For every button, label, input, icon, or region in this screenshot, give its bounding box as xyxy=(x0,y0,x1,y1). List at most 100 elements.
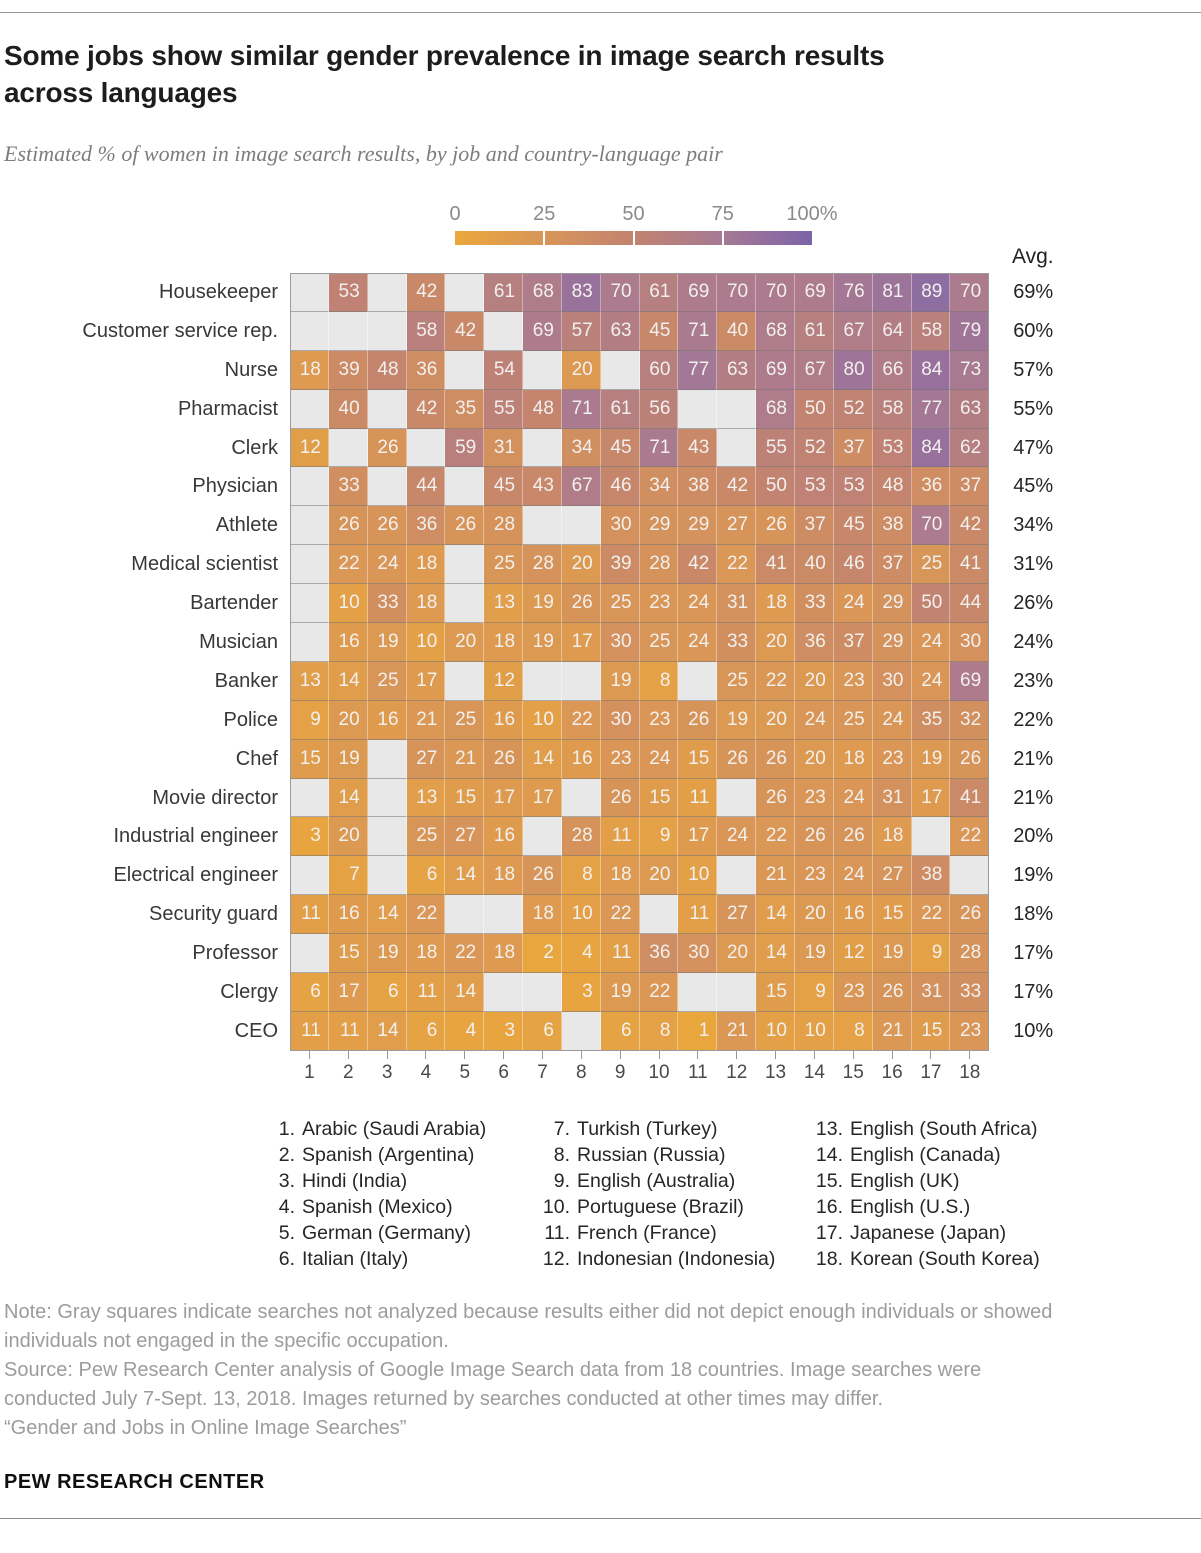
row-average: 20% xyxy=(1013,825,1054,848)
heatmap-cell: 25 xyxy=(717,661,757,701)
row-average: 26% xyxy=(1013,592,1054,615)
legend-item-label: Indonesian (Indonesia) xyxy=(577,1247,776,1270)
chart-title-line1: Some jobs show similar gender prevalence… xyxy=(4,40,885,71)
heatmap-cell-not-analyzed xyxy=(367,389,407,429)
column-key-legend: 1. Arabic (Saudi Arabia) 2. Spanish (Argent… xyxy=(277,1116,1201,1272)
heatmap-cell: 45 xyxy=(484,467,524,507)
legend-item-label: Arabic (Saudi Arabia) xyxy=(302,1117,487,1140)
legend-item-number: 14. xyxy=(815,1143,843,1166)
heatmap-cell: 61 xyxy=(639,273,679,312)
x-axis-label: 15 xyxy=(842,1061,864,1083)
x-tick-line xyxy=(891,1050,893,1059)
heatmap-cell: 12 xyxy=(484,661,524,701)
heatmap-cell: 26 xyxy=(600,778,640,818)
heatmap-cell: 7 xyxy=(328,856,368,896)
row-average: 17% xyxy=(1013,942,1054,965)
row-average: 22% xyxy=(1013,708,1054,731)
heatmap-cell-not-analyzed xyxy=(717,389,757,429)
heatmap-cell: 6 xyxy=(406,856,446,896)
heatmap-cell: 69 xyxy=(794,273,834,312)
heatmap-cell: 25 xyxy=(484,545,524,585)
legend-item-label: Japanese (Japan) xyxy=(850,1221,1007,1244)
row-average: 17% xyxy=(1013,981,1054,1004)
row-label: Banker xyxy=(214,669,278,692)
x-tick-line xyxy=(464,1050,466,1059)
color-scale-divider xyxy=(721,231,724,245)
heatmap-cell-not-analyzed xyxy=(484,895,524,935)
heatmap-cell: 25 xyxy=(911,545,951,585)
row-label: Movie director xyxy=(152,786,278,809)
heatmap-cell: 9 xyxy=(290,700,329,740)
heatmap-cell-not-analyzed xyxy=(523,661,562,701)
heatmap-cell: 55 xyxy=(756,428,795,468)
heatmap-cell-not-analyzed xyxy=(523,506,562,546)
heatmap-cell-not-analyzed xyxy=(328,311,368,351)
heatmap-cell: 22 xyxy=(717,545,757,585)
heatmap-cell: 23 xyxy=(950,1011,990,1051)
heatmap-cell: 44 xyxy=(950,584,990,624)
heatmap-row: Banker 13 14 25 17 12 19 8 25 22 20 23 30 24 69 23% xyxy=(0,661,1201,701)
heatmap-cell: 19 xyxy=(367,934,407,974)
heatmap-cell: 50 xyxy=(756,467,795,507)
heatmap-cell: 26 xyxy=(328,506,368,546)
heatmap-cell-not-analyzed xyxy=(523,817,562,857)
footer-notes: Note: Gray squares indicate searches not… xyxy=(4,1298,1201,1443)
row-label: Nurse xyxy=(224,358,278,381)
heatmap-cell: 6 xyxy=(290,973,329,1012)
row-label: Physician xyxy=(192,475,278,498)
heatmap-cell: 15 xyxy=(445,778,485,818)
heatmap-cell: 69 xyxy=(523,311,562,351)
heatmap-row: Bartender 10 33 18 13 19 26 25 23 24 31 18 33 24 29 50 4… xyxy=(0,584,1201,624)
heatmap-cell: 36 xyxy=(639,934,679,974)
x-tick-line xyxy=(347,1050,349,1059)
heatmap-cell: 70 xyxy=(600,273,640,312)
heatmap-cell: 8 xyxy=(639,661,679,701)
heatmap-cell: 23 xyxy=(794,778,834,818)
heatmap-cell: 64 xyxy=(872,311,912,351)
heatmap-cell: 43 xyxy=(678,428,718,468)
heatmap-cell: 45 xyxy=(639,311,679,351)
heatmap-cell: 31 xyxy=(911,973,951,1012)
heatmap-cell: 11 xyxy=(678,778,718,818)
heatmap-cell-not-analyzed xyxy=(367,467,407,507)
heatmap-cell: 25 xyxy=(406,817,446,857)
legend-item-number: 15. xyxy=(815,1169,843,1192)
heatmap-cell: 29 xyxy=(872,584,912,624)
heatmap-cell: 42 xyxy=(678,545,718,585)
heatmap-cell-not-analyzed xyxy=(290,311,329,351)
heatmap-cell: 23 xyxy=(833,973,873,1012)
row-label: Electrical engineer xyxy=(113,864,278,887)
legend-item: 1. Arabic (Saudi Arabia) xyxy=(277,1116,537,1142)
heatmap-cell: 24 xyxy=(678,584,718,624)
heatmap-cell: 71 xyxy=(678,311,718,351)
heatmap-cell-not-analyzed xyxy=(445,661,485,701)
heatmap-cell: 45 xyxy=(600,428,640,468)
heatmap-cell: 26 xyxy=(561,584,601,624)
heatmap-cell: 36 xyxy=(406,350,446,390)
x-tick-mark xyxy=(445,1050,484,1060)
heatmap-cell: 22 xyxy=(445,934,485,974)
heatmap-cell: 13 xyxy=(484,584,524,624)
legend-item-label: Italian (Italy) xyxy=(302,1247,409,1270)
x-tick-line xyxy=(658,1050,660,1059)
legend-item-number: 10. xyxy=(542,1195,570,1218)
legend-item-number: 8. xyxy=(553,1143,570,1166)
heatmap-cell: 18 xyxy=(406,934,446,974)
heatmap-cell: 20 xyxy=(794,895,834,935)
heatmap-cell: 17 xyxy=(406,661,446,701)
heatmap-cell: 70 xyxy=(756,273,795,312)
heatmap-cell: 13 xyxy=(406,778,446,818)
x-tick-mark xyxy=(329,1050,368,1060)
heatmap-grid: Housekeeper 53 42 61 68 83 70 61 69 70 70 69 76 81 89 7… xyxy=(0,273,1201,1051)
x-tick-mark xyxy=(717,1050,756,1060)
heatmap-cell: 26 xyxy=(717,739,757,779)
x-tick-mark xyxy=(368,1050,407,1060)
heatmap-cell: 10 xyxy=(328,584,368,624)
x-axis-labels: 1 2 3 4 5 6 7 8 9 10 11 12 13 14 15 16 17 18 xyxy=(290,1062,990,1084)
legend-item: 5. German (Germany) xyxy=(277,1220,537,1246)
heatmap-cell: 18 xyxy=(600,856,640,896)
color-scale-tick-label: 0 xyxy=(449,203,461,225)
heatmap-cell: 59 xyxy=(445,428,485,468)
heatmap-cell: 68 xyxy=(756,389,795,429)
row-average: 21% xyxy=(1013,747,1054,770)
